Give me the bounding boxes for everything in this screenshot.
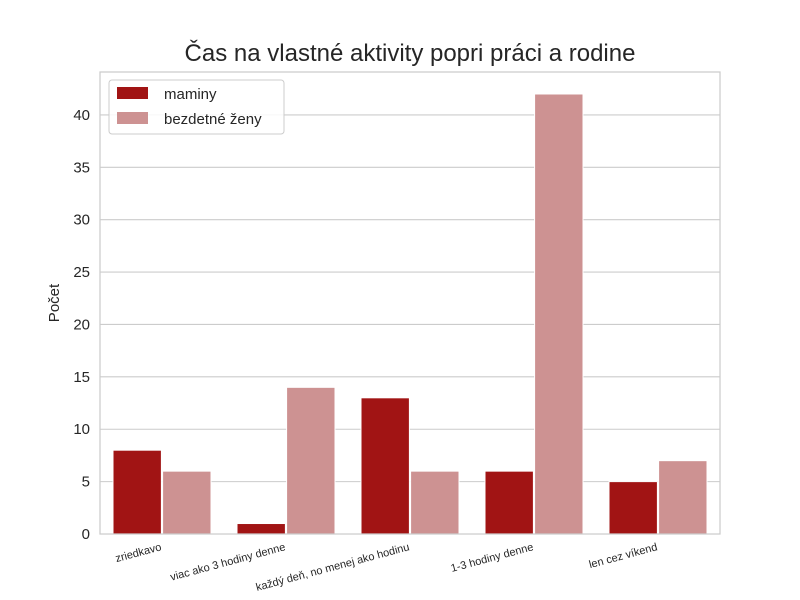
- y-tick-labels: 0 5 10 15 20 25 30 35 40: [73, 107, 90, 543]
- y-tick-label-6: 30: [73, 212, 90, 229]
- legend-label-1: bezdetné ženy: [164, 111, 262, 128]
- bar-1-4: [658, 460, 708, 535]
- chart-title: Čas na vlastné aktivity popri práci a ro…: [185, 39, 636, 67]
- x-tick-label-3: 1-3 hodiny denne: [450, 541, 535, 575]
- plot-frame: [99, 71, 721, 535]
- y-tick-label-7: 35: [73, 159, 90, 176]
- y-tick-label-8: 40: [73, 107, 90, 124]
- bar-0-1: [236, 523, 286, 535]
- y-tick-label-0: 0: [82, 526, 90, 543]
- y-tick-label-4: 20: [73, 316, 90, 333]
- legend-frame: [108, 79, 285, 135]
- y-tick-label-3: 15: [73, 369, 90, 386]
- x-tick-label-0: zriedkavo: [114, 541, 163, 565]
- x-tick-label-4: len cez víkend: [588, 541, 659, 571]
- y-axis-label: Počet: [46, 283, 63, 322]
- bar-0-3: [484, 470, 534, 535]
- plot-background: [100, 72, 720, 534]
- y-tick-label-2: 10: [73, 421, 90, 438]
- bar-0-4: [608, 481, 658, 535]
- x-tick-label-1: viac ako 3 hodiny denne: [169, 541, 287, 583]
- legend-swatch-1: [117, 112, 148, 124]
- y-tick-label-1: 5: [82, 474, 90, 491]
- legend: maminy bezdetné ženy: [108, 79, 285, 135]
- bar-0-0: [112, 449, 162, 535]
- bar-0-2: [360, 397, 410, 535]
- legend-swatch-0: [117, 87, 148, 99]
- bar-1-3: [534, 93, 584, 535]
- bars: [112, 93, 708, 535]
- y-tick-label-5: 25: [73, 264, 90, 281]
- bar-1-1: [286, 386, 336, 535]
- legend-label-0: maminy: [164, 86, 217, 103]
- bar-1-2: [410, 470, 460, 535]
- bar-1-0: [162, 470, 212, 535]
